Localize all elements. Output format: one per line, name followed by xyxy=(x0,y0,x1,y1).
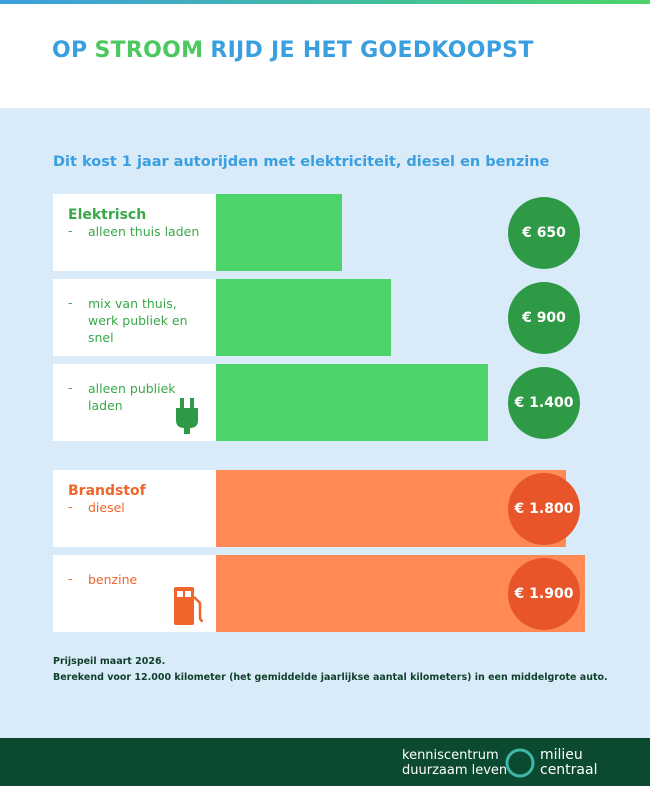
bar xyxy=(216,470,566,547)
label-box xyxy=(53,194,216,271)
bar xyxy=(216,279,391,356)
subtitle: Dit kost 1 jaar autorijden met elektrici… xyxy=(53,154,550,170)
bullet: - xyxy=(68,499,73,514)
title-part: OP xyxy=(52,38,88,63)
label-box xyxy=(53,470,216,547)
top-line xyxy=(0,0,650,4)
logo-ring xyxy=(505,748,535,778)
group-label: Elektrisch xyxy=(68,207,147,223)
logo-left: kenniscentrum duurzaam leven xyxy=(402,748,507,778)
bar xyxy=(216,194,343,271)
footer: kenniscentrum duurzaam leven milieu cent… xyxy=(0,738,650,786)
category-label: alleen thuis laden xyxy=(88,224,200,239)
plug-icon xyxy=(176,398,198,434)
bullet: - xyxy=(68,295,73,310)
bar xyxy=(216,364,488,441)
bullet: - xyxy=(68,223,73,238)
value-label: € 1.800 xyxy=(508,473,580,545)
bullet: - xyxy=(68,380,73,395)
category-label: alleen publiek laden xyxy=(88,381,176,413)
value-label: € 650 xyxy=(508,197,580,269)
value-label: € 1.900 xyxy=(508,558,580,630)
value-label: € 900 xyxy=(508,282,580,354)
logo-text: duurzaam leven xyxy=(402,763,508,778)
title-highlight: STROOM xyxy=(94,38,204,63)
label-box xyxy=(53,279,216,356)
title: OP STROOM RIJD JE HET GOEDKOOPST xyxy=(52,38,534,63)
note: Prijspeil maart 2026. xyxy=(53,656,166,667)
category-label: diesel xyxy=(88,500,125,515)
category-label: mix van thuis, werk publiek en snel xyxy=(88,296,188,345)
value-label: € 1.400 xyxy=(508,367,580,439)
group-label: Brandstof xyxy=(68,483,146,499)
note: Berekend voor 12.000 kilometer (het gemi… xyxy=(53,672,608,683)
logo-right: milieu centraal xyxy=(540,748,597,778)
bullet: - xyxy=(68,571,73,586)
title-part: RIJD JE HET GOEDKOOPST xyxy=(210,38,534,63)
logo-text: centraal xyxy=(540,762,598,778)
category-label: benzine xyxy=(88,572,138,587)
logo-text: milieu xyxy=(540,747,583,763)
fuel-icon xyxy=(174,587,204,625)
logo-text: kenniscentrum xyxy=(402,748,499,763)
